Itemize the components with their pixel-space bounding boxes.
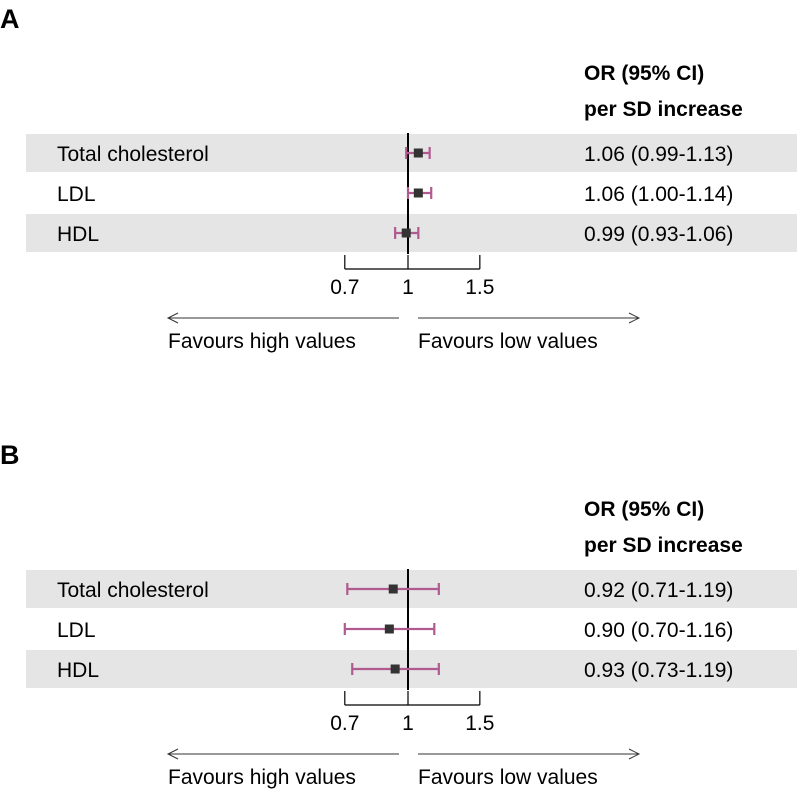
point-estimate — [390, 664, 400, 674]
point-estimate — [384, 624, 394, 634]
header-or-ci: OR (95% CI) — [584, 62, 704, 85]
x-tick-label: 1.5 — [465, 712, 494, 735]
point-estimate — [413, 188, 423, 198]
left-arrow-head — [166, 312, 179, 324]
left-arrow-label: Favours high values — [168, 330, 356, 353]
row-or-text: 0.92 (0.71-1.19) — [584, 579, 733, 602]
point-estimate — [413, 148, 423, 158]
panel-a: A OR (95% CI) per SD increase Total cholest… — [0, 4, 797, 353]
x-tick-label: 1.5 — [465, 276, 494, 299]
left-arrow-head — [166, 748, 179, 760]
panel-label: A — [0, 4, 20, 34]
point-estimate — [388, 584, 398, 594]
row-label: HDL — [57, 659, 99, 682]
row-or-text: 0.90 (0.70-1.16) — [584, 619, 733, 642]
row-or-text: 1.06 (1.00-1.14) — [584, 183, 733, 206]
header-or-ci: OR (95% CI) — [584, 498, 704, 521]
row-label: Total cholesterol — [57, 579, 209, 602]
header-per-sd: per SD increase — [584, 534, 743, 557]
row-or-text: 0.99 (0.93-1.06) — [584, 223, 733, 246]
x-tick-label: 1 — [402, 712, 414, 735]
panel-label: B — [0, 440, 20, 470]
point-estimate — [401, 228, 411, 238]
x-tick-label: 0.7 — [330, 276, 359, 299]
row-label: LDL — [57, 619, 96, 642]
row-label: Total cholesterol — [57, 143, 209, 166]
header-per-sd: per SD increase — [584, 98, 743, 121]
x-tick-label: 1 — [402, 276, 414, 299]
left-arrow-label: Favours high values — [168, 766, 356, 789]
row-or-text: 1.06 (0.99-1.13) — [584, 143, 733, 166]
row-or-text: 0.93 (0.73-1.19) — [584, 659, 733, 682]
right-arrow-label: Favours low values — [418, 766, 598, 789]
row-label: LDL — [57, 183, 96, 206]
right-arrow-head — [628, 748, 641, 760]
panel-b: B OR (95% CI) per SD increase Total cholest… — [0, 440, 797, 789]
x-tick-label: 0.7 — [330, 712, 359, 735]
right-arrow-label: Favours low values — [418, 330, 598, 353]
row-label: HDL — [57, 223, 99, 246]
right-arrow-head — [628, 312, 641, 324]
